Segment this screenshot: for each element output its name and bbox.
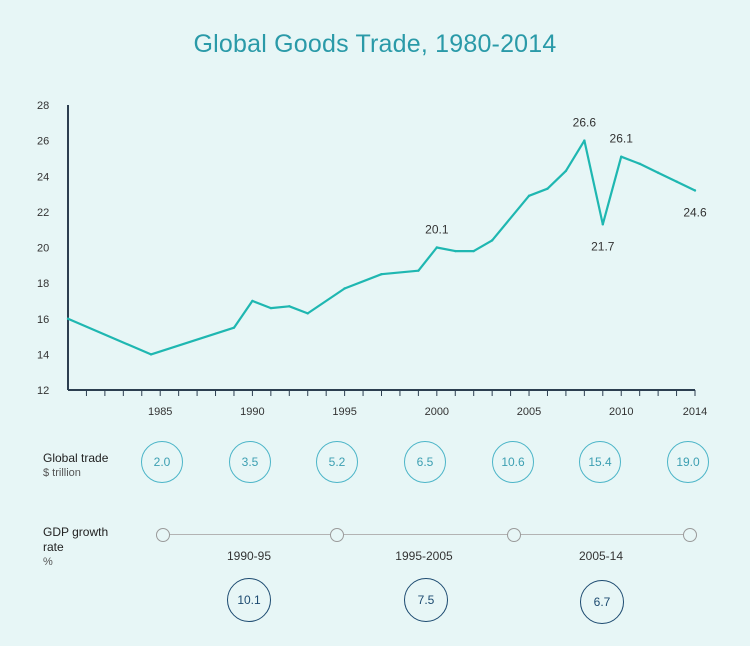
- data-point: [343, 287, 346, 290]
- data-label: 26.6: [573, 116, 597, 130]
- timeline-node-1990: [156, 528, 170, 542]
- data-point: [306, 312, 309, 315]
- data-point: [546, 187, 549, 190]
- line-chart: 12 14 16 18 20 22 24 26 28 1985 1990 1995 2000 2005 20…: [37, 100, 707, 418]
- x-tick-label: 1995: [332, 406, 356, 418]
- data-label: 20.1: [425, 223, 449, 237]
- data-point: [638, 162, 641, 165]
- data-point: [417, 269, 420, 272]
- trade-value-1990: 3.5: [229, 441, 271, 483]
- data-point: [564, 169, 568, 173]
- global-trade-label: Global trade $ trillion: [43, 451, 108, 481]
- timeline-node-2014: [683, 528, 697, 542]
- y-tick-label: 28: [37, 100, 49, 112]
- gdp-timeline-line: [163, 534, 691, 536]
- data-point: [251, 299, 254, 303]
- data-point: [435, 246, 439, 249]
- global-trade-title: Global trade: [43, 451, 109, 465]
- trade-value-1995: 5.2: [316, 441, 358, 483]
- data-label: 26.1: [610, 132, 634, 146]
- y-tick-label: 12: [37, 385, 49, 397]
- data-point: [527, 194, 531, 198]
- gdp-period-label: 2005-14: [578, 549, 624, 563]
- data-point: [66, 317, 70, 320]
- data-point: [620, 155, 623, 158]
- y-tick-label: 16: [37, 314, 49, 326]
- data-point: [583, 139, 586, 142]
- gdp-growth-unit: %: [43, 556, 53, 568]
- data-point: [693, 189, 697, 192]
- chart-title: Global Goods Trade, 1980-2014: [193, 30, 557, 58]
- gdp-growth-title-line1: GDP growth: [43, 525, 109, 539]
- data-point: [601, 223, 604, 226]
- gdp-value-1990-95: 10.1: [227, 578, 271, 622]
- data-label: 24.6: [683, 206, 707, 220]
- y-tick-label: 22: [37, 207, 49, 219]
- y-tick-label: 26: [37, 136, 49, 148]
- gdp-value-1995-2005: 7.5: [404, 578, 448, 622]
- data-point: [656, 171, 660, 174]
- data-point: [269, 306, 273, 310]
- data-point: [380, 273, 383, 276]
- data-point: [490, 239, 494, 242]
- x-tick-label: 2000: [425, 406, 449, 418]
- y-tick-label: 14: [37, 349, 49, 361]
- gdp-growth-title-line2: rate: [43, 540, 64, 554]
- gdp-period-label: 1995-2005: [395, 549, 453, 563]
- gdp-value-2005-14: 6.7: [580, 580, 624, 624]
- x-tick-label: 1985: [148, 406, 172, 418]
- trade-value-2005: 10.6: [492, 441, 534, 483]
- global-trade-unit: $ trillion: [43, 467, 81, 479]
- x-tick-label: 1990: [240, 406, 264, 418]
- data-label: 21.7: [591, 239, 615, 253]
- trade-value-2010: 15.4: [579, 441, 621, 483]
- data-point: [149, 353, 153, 356]
- trade-value-2014: 19.0: [667, 441, 709, 483]
- series-line: [67, 139, 696, 356]
- gdp-growth-label: GDP growth rate %: [43, 525, 108, 570]
- y-tick-label: 20: [37, 243, 49, 255]
- y-tick-label: 18: [37, 278, 49, 290]
- data-point: [232, 326, 236, 329]
- x-tick-label: 2014: [683, 406, 707, 418]
- x-tick-label: 2010: [609, 406, 633, 418]
- y-tick-label: 24: [37, 171, 49, 183]
- trade-value-1985: 2.0: [141, 441, 183, 483]
- timeline-node-1995: [330, 528, 344, 542]
- data-point: [454, 249, 457, 253]
- x-tick-label: 2005: [517, 406, 541, 418]
- data-point: [472, 249, 475, 253]
- data-point: [675, 180, 678, 183]
- timeline-node-2005: [507, 528, 521, 542]
- gdp-period-label: 1990-95: [226, 549, 272, 563]
- data-point: [288, 305, 291, 308]
- trade-value-2000: 6.5: [404, 441, 446, 483]
